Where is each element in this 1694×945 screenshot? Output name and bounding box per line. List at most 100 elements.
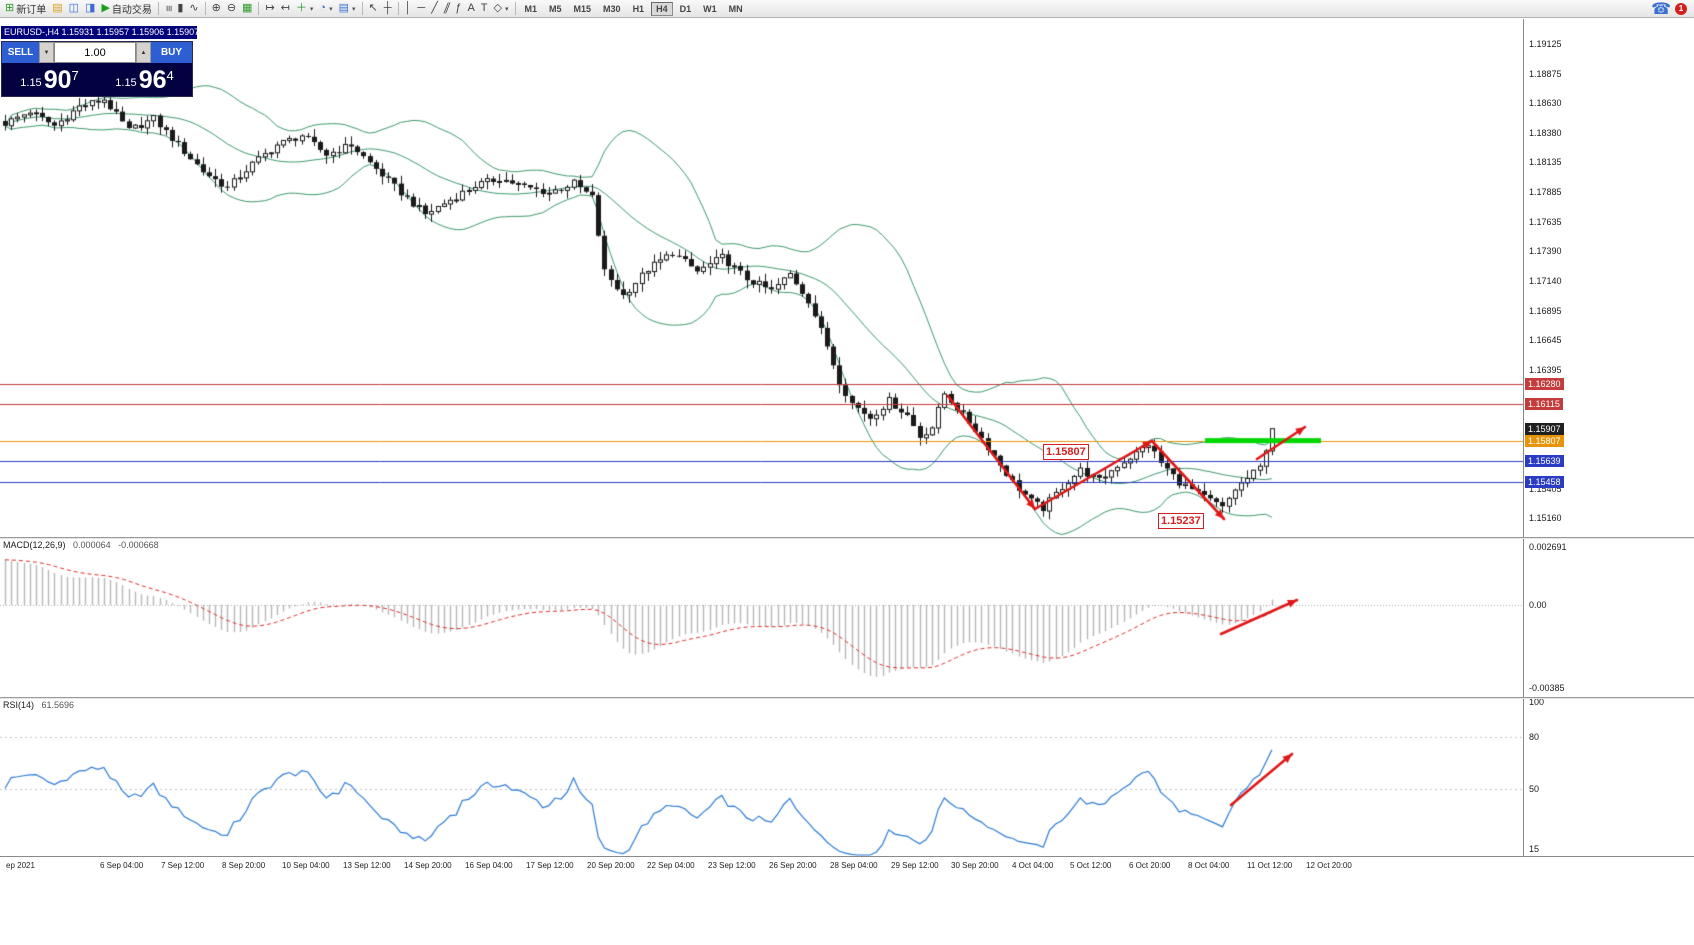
price-scale-label: 1.18135 [1529, 157, 1562, 168]
annotation-label[interactable]: 1.15237 [1158, 513, 1204, 529]
toolbar-separator [258, 2, 260, 15]
macd-panel-separator[interactable] [0, 537, 1694, 539]
channel-button[interactable]: ∥ [441, 1, 453, 17]
sell-price-big: 90 [43, 66, 72, 94]
time-axis[interactable]: ep 2021 6 Sep 04:00 7 Sep 12:00 8 Sep 20:00… [0, 856, 1694, 875]
time-axis-label: 5 Oct 12:00 [1070, 861, 1112, 870]
toolbar-separator [157, 2, 159, 15]
candlestick-chart-button[interactable]: ▮ [174, 1, 186, 17]
timeframe-m1-button[interactable]: M1 [524, 3, 538, 14]
chart-window-button[interactable]: ▤ [49, 1, 65, 17]
timeframe-h4-button[interactable]: H4 [651, 1, 673, 16]
price-scale-label: 1.18630 [1529, 98, 1562, 109]
time-axis-label: 17 Sep 12:00 [526, 861, 574, 870]
cursor-icon: ↖ [368, 2, 378, 14]
timeframe-m15-button[interactable]: M15 [573, 3, 592, 14]
macd-scale-label: -0.00385 [1529, 682, 1565, 693]
rsi-indicator-header: RSI(14) 61.5696 [3, 700, 74, 710]
time-axis-label: 7 Sep 12:00 [161, 861, 205, 870]
volume-decrease-button[interactable]: ▼ [39, 42, 54, 63]
navigator-button[interactable]: ◨ [82, 1, 98, 17]
time-axis-label: 6 Sep 04:00 [100, 861, 144, 870]
zoom-out-button[interactable]: ⊖ [224, 1, 239, 17]
new-order-button-label: 新订单 [16, 5, 47, 16]
time-axis-label: 20 Sep 20:00 [587, 861, 635, 870]
toolbar-right-icons: ☎ 1 [1651, 0, 1692, 19]
rsi-scale-label: 50 [1529, 783, 1540, 794]
time-axis-label: 10 Sep 04:00 [282, 861, 330, 870]
autotrade-icon: ▶ [101, 2, 110, 14]
text-label-button[interactable]: T [478, 1, 491, 17]
sell-button[interactable]: SELL [2, 42, 39, 63]
cursor-button[interactable]: ↖ [366, 1, 381, 17]
tile-windows-icon: ▦ [242, 2, 253, 14]
line-chart-button[interactable]: ∿ [186, 1, 201, 17]
trade-panel-prices: 1.15 90 7 1.15 96 4 [2, 63, 192, 96]
dropdown-caret-icon: ▾ [504, 5, 509, 13]
annotation-label[interactable]: 1.15807 [1043, 444, 1089, 460]
navigator-icon: ◨ [85, 2, 96, 14]
periods-button[interactable]: ◔ ▾ [316, 1, 335, 17]
price-tag: 1.15807 [1525, 434, 1564, 447]
chart-shift-icon: ↤ [280, 2, 290, 14]
time-axis-label: 8 Oct 04:00 [1188, 861, 1230, 870]
tile-windows-button[interactable]: ▦ [239, 1, 255, 17]
bar-chart-button[interactable]: ≡ [162, 1, 175, 17]
templates-icon: ▤ [338, 2, 349, 14]
dropdown-caret-icon: ▾ [329, 5, 333, 13]
trendline-icon: ╱ [431, 2, 438, 14]
timeframe-h1-button[interactable]: H1 [632, 3, 645, 14]
horizontal-line-button[interactable]: ─ [414, 1, 428, 17]
rsi-panel-separator[interactable] [0, 697, 1694, 699]
chart-shift-button[interactable]: ↤ [278, 1, 293, 17]
time-axis-label: 30 Sep 20:00 [951, 861, 999, 870]
timeframe-m30-button[interactable]: M30 [603, 3, 621, 14]
price-scale-label: 1.17885 [1529, 187, 1562, 198]
chart-title-bar: EURUSD-,H4 1.15931 1.15957 1.15906 1.159… [1, 26, 199, 39]
indicators-button[interactable]: ＋ ▾ [293, 1, 317, 17]
shapes-button[interactable]: ◇ ▾ [491, 1, 512, 17]
text-icon: A [467, 2, 475, 14]
notifications-badge[interactable]: 1 [1675, 2, 1687, 15]
price-chart-canvas[interactable] [0, 19, 1523, 856]
crosshair-button[interactable]: ┼ [381, 1, 395, 17]
candlestick-chart-icon: ▮ [177, 2, 184, 14]
price-scale-label: 1.16895 [1529, 305, 1562, 316]
price-scale-label: 1.18380 [1529, 128, 1562, 139]
price-tag: 1.15907 [1525, 422, 1564, 435]
buy-button[interactable]: BUY [151, 42, 192, 63]
price-tag: 1.15458 [1525, 476, 1564, 489]
autotrade-button[interactable]: ▶ 自动交易 [98, 1, 154, 17]
templates-button[interactable]: ▤ ▾ [336, 1, 359, 17]
auto-scroll-button[interactable]: ↦ [262, 1, 277, 17]
time-axis-label: 26 Sep 20:00 [769, 861, 817, 870]
rsi-scale-label: 15 [1529, 844, 1540, 855]
timeframe-m5-button[interactable]: M5 [549, 3, 562, 14]
buy-price-display[interactable]: 1.15 96 4 [97, 63, 192, 96]
timeframe-w1-button[interactable]: W1 [703, 3, 717, 14]
new-order-button[interactable]: ⊞ 新订单 [2, 1, 49, 17]
dropdown-caret-icon: ▾ [351, 5, 356, 13]
text-button[interactable]: A [464, 1, 477, 17]
market-watch-button[interactable]: ◫ [66, 1, 82, 17]
trendline-button[interactable]: ╱ [428, 1, 441, 17]
vertical-line-button[interactable]: │ [402, 1, 415, 17]
timeframe-mn-button[interactable]: MN [728, 3, 743, 14]
fibonacci-button[interactable]: ƒ [452, 1, 464, 17]
timeframe-d1-button[interactable]: D1 [679, 3, 692, 14]
zoom-in-icon: ⊕ [211, 2, 221, 14]
rsi-value: 61.5696 [41, 700, 75, 710]
macd-value-signal: -0.000668 [118, 540, 159, 550]
volume-input[interactable] [54, 42, 136, 63]
autotrade-button-label: 自动交易 [111, 5, 152, 16]
sell-price-sup: 7 [71, 68, 79, 83]
price-tag: 1.15639 [1525, 454, 1564, 467]
channel-icon: ∥ [441, 2, 452, 14]
volume-increase-button[interactable]: ▲ [136, 42, 151, 63]
zoom-in-button[interactable]: ⊕ [209, 1, 224, 17]
toolbar-separator [514, 2, 516, 15]
support-phone-icon[interactable]: ☎ [1651, 0, 1671, 18]
price-scale[interactable]: 1.19125 1.18875 1.18630 1.18380 1.18135 1.178… [1523, 19, 1694, 856]
sell-price-display[interactable]: 1.15 90 7 [2, 63, 97, 96]
